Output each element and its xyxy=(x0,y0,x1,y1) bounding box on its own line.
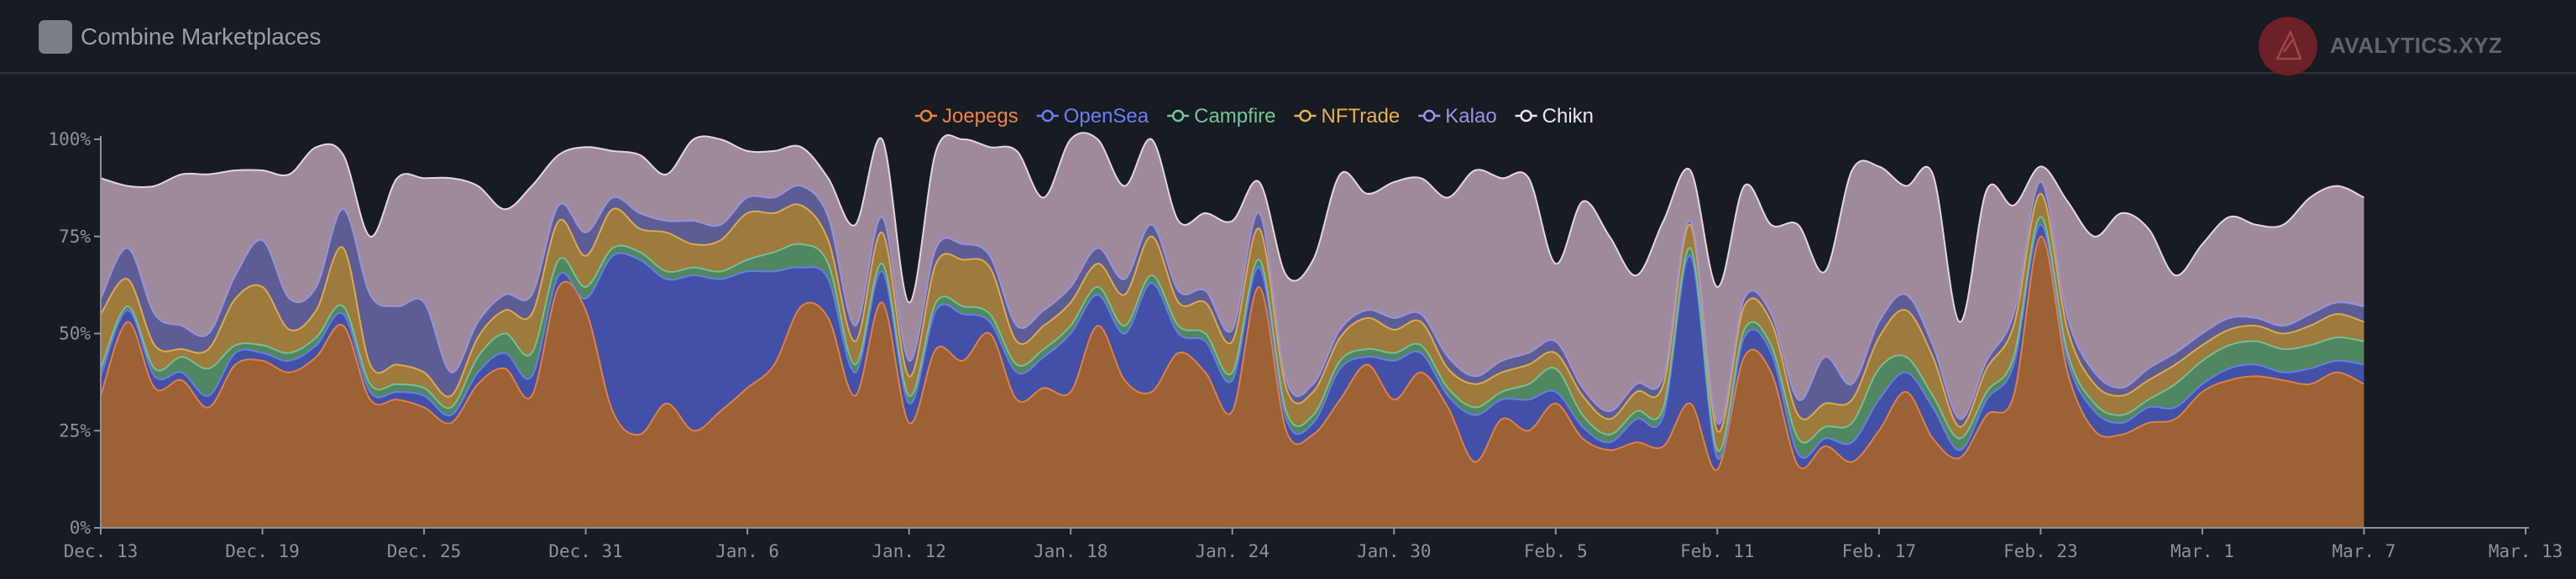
area-opensea xyxy=(101,224,2364,471)
x-tick-label: Jan. 18 xyxy=(1034,541,1108,561)
x-tick-label: Jan. 6 xyxy=(715,541,779,561)
legend-marker-circle-icon xyxy=(1299,109,1312,123)
legend-marker-circle-icon xyxy=(919,109,933,123)
y-tick-label: 0% xyxy=(70,518,92,538)
brand-name: AVALYTICS.XYZ xyxy=(2330,33,2503,58)
series-line-nftrade xyxy=(100,192,2364,433)
legend-marker-circle-icon xyxy=(1171,109,1185,123)
series-line-opensea xyxy=(100,223,2364,460)
x-tick-label: Jan. 12 xyxy=(872,541,946,561)
area-joepegs xyxy=(101,236,2364,528)
x-tick-label: Jan. 24 xyxy=(1195,541,1270,561)
legend-item-nftrade[interactable]: NFTrade xyxy=(1294,105,1400,128)
stacked-area-chart: 0% 25% 50% 75% 100% Dec. 13 Dec. 19 Dec. 25 Dec.… xyxy=(48,105,2563,561)
x-tick-label: Dec. 25 xyxy=(387,541,462,561)
y-tick-label: 75% xyxy=(59,227,91,247)
legend-item-campfire[interactable]: Campfire xyxy=(1167,105,1275,128)
legend-marker-circle-icon xyxy=(1520,109,1532,123)
combine-marketplaces-toggle[interactable] xyxy=(39,20,72,54)
combine-marketplaces-label: Combine Marketplaces xyxy=(81,23,322,50)
series-line-chikn xyxy=(100,132,2364,323)
legend-marker-circle-icon xyxy=(1041,109,1054,123)
x-tick-label: Feb. 17 xyxy=(1842,541,1917,561)
series-line-kalao xyxy=(100,180,2364,425)
legend-label: NFTrade xyxy=(1321,105,1400,128)
legend-label: OpenSea xyxy=(1064,105,1149,128)
y-tick-label: 50% xyxy=(59,324,91,344)
series-line-joepegs xyxy=(100,235,2364,471)
x-tick-label: Mar. 1 xyxy=(2170,541,2234,561)
legend-label: Kalao xyxy=(1445,105,1496,128)
y-tick-label: 25% xyxy=(59,420,91,441)
legend-marker-circle-icon xyxy=(1423,109,1436,123)
area-campfire xyxy=(101,216,2364,460)
top-bar: Combine Marketplaces AVALYTICS.XYZ xyxy=(0,0,2576,76)
x-tick-label: Mar. 13 xyxy=(2489,541,2563,561)
area-nftrade xyxy=(101,193,2364,451)
x-tick-label: Mar. 7 xyxy=(2333,541,2396,561)
x-tick-label: Dec. 19 xyxy=(225,541,300,561)
legend-label: Campfire xyxy=(1194,105,1275,128)
x-tick-label: Jan. 30 xyxy=(1357,541,1432,561)
area-kalao xyxy=(101,181,2364,432)
legend-label: Joepegs xyxy=(942,105,1018,128)
avalytics-logo-icon xyxy=(2259,17,2317,76)
legend-item-chikn[interactable]: Chikn xyxy=(1515,105,1594,128)
legend-item-joepegs[interactable]: Joepegs xyxy=(914,105,1018,128)
area-chikn xyxy=(101,133,2364,425)
x-tick-label: Dec. 31 xyxy=(548,541,623,561)
y-tick-label: 100% xyxy=(48,129,91,149)
legend-item-kalao[interactable]: Kalao xyxy=(1418,105,1497,128)
series-line-campfire xyxy=(100,216,2364,452)
x-tick-label: Feb. 23 xyxy=(2003,541,2078,561)
x-tick-label: Feb. 11 xyxy=(1680,541,1755,561)
legend-label: Chikn xyxy=(1542,105,1594,128)
legend-item-opensea[interactable]: OpenSea xyxy=(1036,105,1149,128)
x-tick-label: Dec. 13 xyxy=(64,541,139,561)
x-tick-label: Feb. 5 xyxy=(1524,541,1588,561)
